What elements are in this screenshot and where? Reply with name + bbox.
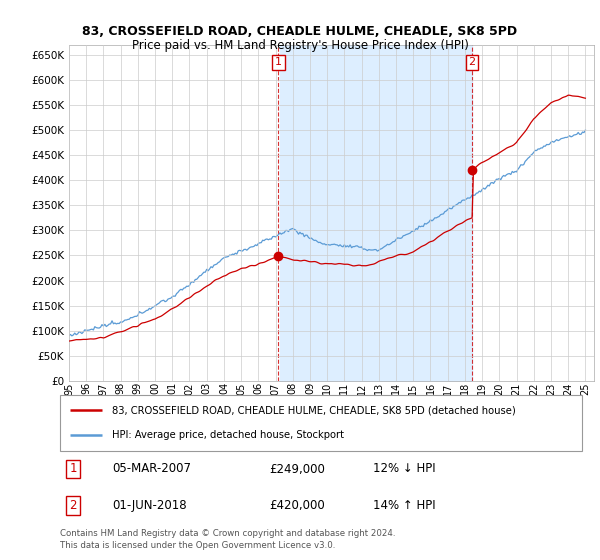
- Text: 12% ↓ HPI: 12% ↓ HPI: [373, 463, 436, 475]
- Text: 1: 1: [70, 463, 77, 475]
- Text: HPI: Average price, detached house, Stockport: HPI: Average price, detached house, Stoc…: [112, 430, 344, 440]
- Text: 01-JUN-2018: 01-JUN-2018: [112, 499, 187, 512]
- Text: 1: 1: [275, 57, 282, 67]
- Text: Contains HM Land Registry data © Crown copyright and database right 2024.
This d: Contains HM Land Registry data © Crown c…: [60, 529, 395, 550]
- Text: £249,000: £249,000: [269, 463, 325, 475]
- Text: 05-MAR-2007: 05-MAR-2007: [112, 463, 191, 475]
- Text: Price paid vs. HM Land Registry's House Price Index (HPI): Price paid vs. HM Land Registry's House …: [131, 39, 469, 52]
- Text: £420,000: £420,000: [269, 499, 325, 512]
- Text: 2: 2: [70, 499, 77, 512]
- Text: 2: 2: [469, 57, 476, 67]
- Text: 14% ↑ HPI: 14% ↑ HPI: [373, 499, 436, 512]
- FancyBboxPatch shape: [60, 395, 582, 451]
- Text: 83, CROSSEFIELD ROAD, CHEADLE HULME, CHEADLE, SK8 5PD (detached house): 83, CROSSEFIELD ROAD, CHEADLE HULME, CHE…: [112, 405, 516, 416]
- Text: 83, CROSSEFIELD ROAD, CHEADLE HULME, CHEADLE, SK8 5PD: 83, CROSSEFIELD ROAD, CHEADLE HULME, CHE…: [82, 25, 518, 38]
